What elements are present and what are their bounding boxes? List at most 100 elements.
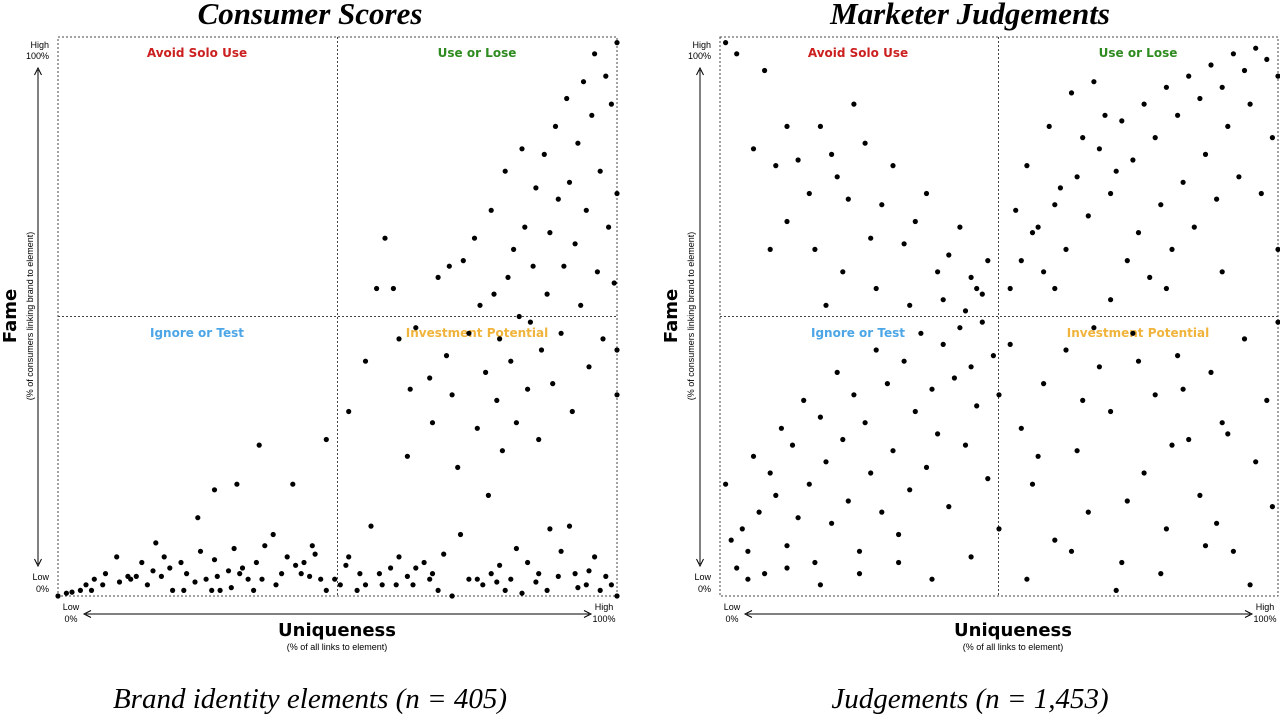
data-point xyxy=(197,548,204,554)
data-point xyxy=(116,579,123,585)
data-point xyxy=(312,551,318,557)
x-tick-high: High xyxy=(1256,602,1275,612)
data-point xyxy=(494,397,500,403)
data-point xyxy=(449,593,455,599)
data-point xyxy=(273,582,279,588)
data-point xyxy=(390,285,396,292)
data-point xyxy=(1241,67,1248,74)
data-point xyxy=(388,565,394,571)
data-point xyxy=(1052,202,1058,208)
data-point xyxy=(1169,246,1175,252)
data-point xyxy=(1085,509,1091,515)
data-point xyxy=(550,381,556,387)
data-point xyxy=(795,157,801,163)
quadrant-label-use-or-lose: Use or Lose xyxy=(438,46,517,60)
data-point xyxy=(1108,408,1114,415)
data-point xyxy=(1007,341,1013,347)
data-point xyxy=(890,448,896,454)
data-point xyxy=(572,241,578,247)
data-point xyxy=(778,425,785,431)
data-point xyxy=(762,571,768,577)
data-point xyxy=(251,587,257,594)
data-point xyxy=(522,224,528,230)
data-point xyxy=(611,280,617,286)
data-point xyxy=(968,364,974,370)
data-point xyxy=(578,302,584,308)
data-point xyxy=(413,325,419,331)
data-point xyxy=(896,531,902,538)
data-point xyxy=(323,436,329,443)
data-point xyxy=(806,481,812,487)
data-point xyxy=(1236,174,1242,180)
data-point xyxy=(592,554,598,560)
data-point xyxy=(1074,448,1080,454)
data-point xyxy=(525,559,531,566)
data-point xyxy=(862,140,868,146)
data-point xyxy=(1141,470,1147,476)
data-point xyxy=(1119,118,1125,124)
data-point xyxy=(1029,230,1036,236)
data-point xyxy=(404,573,410,580)
data-point xyxy=(429,571,436,577)
quadrant-label-investment-potential: Investment Potential xyxy=(406,326,548,340)
data-point xyxy=(332,576,338,582)
data-point xyxy=(354,587,360,594)
data-point xyxy=(293,562,299,568)
data-point xyxy=(558,548,564,554)
y-axis-sublabel: (% of consumers linking brand to element… xyxy=(686,232,696,401)
data-point xyxy=(1275,246,1280,252)
data-point xyxy=(217,587,223,594)
data-point xyxy=(979,291,985,297)
x-axis-sublabel: (% of all links to element) xyxy=(287,642,388,652)
data-point xyxy=(536,436,542,443)
data-point xyxy=(1269,135,1275,141)
data-point xyxy=(935,431,941,437)
data-point xyxy=(614,347,620,353)
x-tick-low-pct: 0% xyxy=(64,614,77,624)
y-axis-arrowheads xyxy=(696,66,704,568)
data-point xyxy=(929,386,935,392)
data-point xyxy=(784,218,790,225)
data-point xyxy=(527,319,534,325)
data-points xyxy=(55,40,620,599)
data-point xyxy=(773,492,779,498)
data-point xyxy=(745,548,751,554)
data-point xyxy=(497,562,503,568)
data-point xyxy=(1163,84,1169,90)
data-point xyxy=(307,573,313,580)
data-point xyxy=(195,515,201,521)
data-point xyxy=(508,576,514,582)
data-point xyxy=(817,414,824,420)
data-point xyxy=(879,509,885,515)
data-point xyxy=(1163,285,1169,292)
data-point xyxy=(1180,386,1186,392)
quadrant-label-avoid-solo-use: Avoid Solo Use xyxy=(147,46,247,60)
data-point xyxy=(935,269,941,275)
data-point xyxy=(990,353,997,359)
x-tick-low: Low xyxy=(63,602,80,612)
data-point xyxy=(362,358,369,364)
data-point xyxy=(823,459,829,465)
data-point xyxy=(502,168,508,174)
data-point xyxy=(91,576,97,582)
data-point xyxy=(1147,274,1153,280)
chart-title: Consumer Scores xyxy=(198,0,423,31)
data-point xyxy=(460,258,466,264)
data-point xyxy=(533,579,539,585)
data-point xyxy=(541,151,547,157)
data-point xyxy=(100,582,106,588)
data-point xyxy=(1152,135,1158,141)
data-point xyxy=(483,369,489,375)
data-point xyxy=(879,202,885,208)
data-point xyxy=(530,263,536,269)
data-point xyxy=(1253,45,1259,51)
data-point xyxy=(1024,576,1030,582)
data-point xyxy=(1186,436,1192,443)
data-point xyxy=(739,526,745,532)
data-point xyxy=(812,559,818,566)
data-point xyxy=(968,274,974,280)
data-point xyxy=(728,537,734,543)
data-point xyxy=(907,302,913,308)
data-point xyxy=(1225,431,1231,437)
x-tick-low: Low xyxy=(724,602,741,612)
